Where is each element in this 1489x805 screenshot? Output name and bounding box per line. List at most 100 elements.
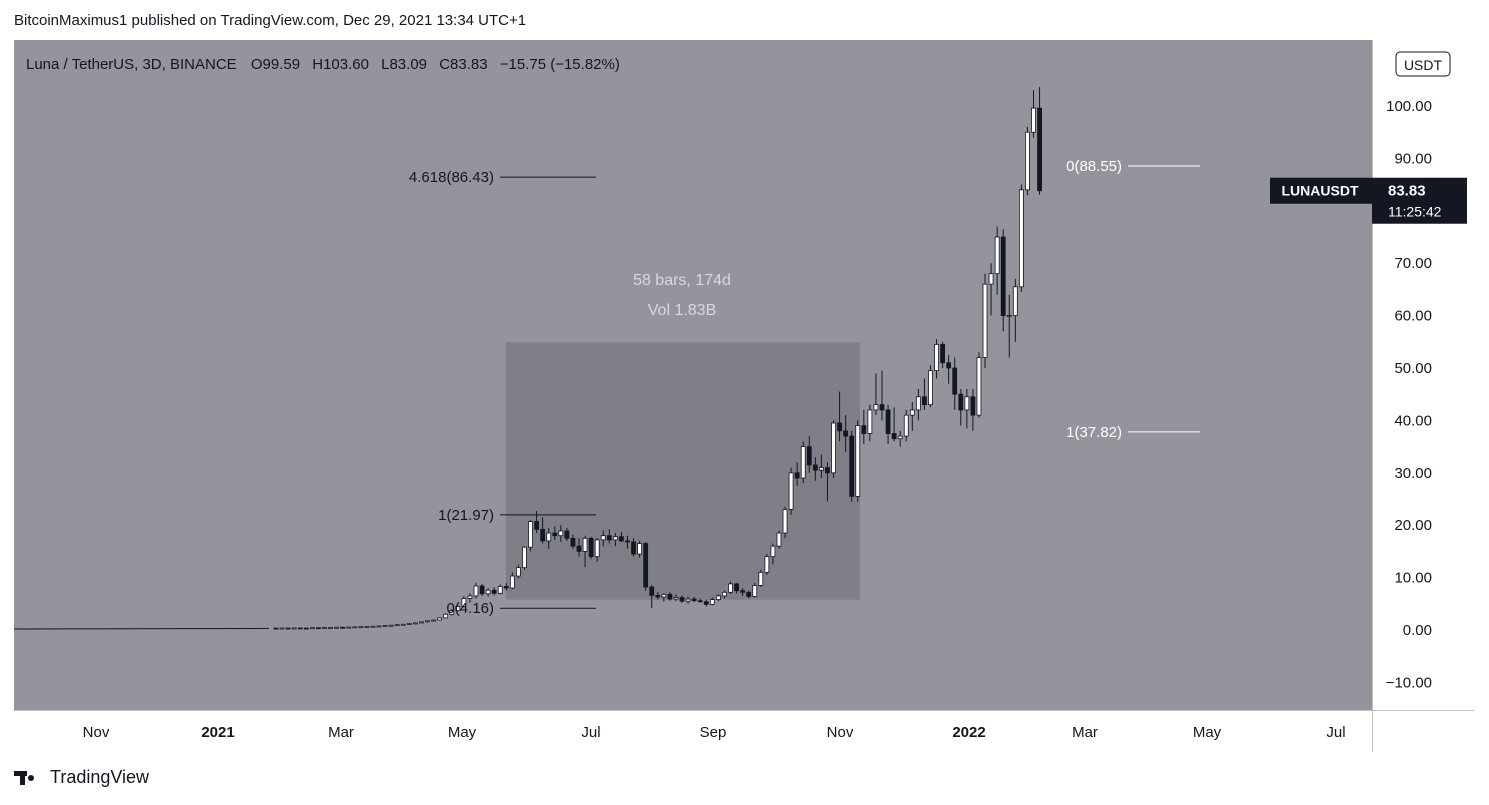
currency-button-frame[interactable] (1395, 51, 1451, 77)
price-axis-background[interactable] (1372, 40, 1474, 710)
candle-body-up (364, 626, 370, 628)
candle (691, 596, 697, 603)
candle-body-down (540, 528, 546, 542)
candle (558, 525, 564, 542)
candle-body-down (340, 626, 346, 629)
candle-body-down (570, 537, 576, 547)
candle-body-up (934, 344, 939, 372)
candle-body-up (685, 598, 691, 602)
candle-body-up (770, 545, 776, 558)
currency-button[interactable]: USDT (1395, 51, 1451, 77)
candle (376, 625, 382, 628)
price-tag-price: 83.83 (1388, 183, 1426, 200)
candle (1006, 294, 1012, 358)
time-tick-label: Jul (581, 724, 600, 741)
candle-body-down (970, 396, 976, 416)
candle-body-up (1031, 107, 1036, 133)
candle-body-up (661, 593, 667, 598)
time-axis-background[interactable] (14, 710, 1474, 752)
footer-brand-label: TradingView (50, 767, 150, 787)
candle-body-down (491, 589, 497, 594)
candle-body-up (819, 467, 824, 471)
candle (903, 409, 909, 442)
candle-body-up (758, 571, 764, 586)
candle (685, 596, 691, 604)
candle (425, 620, 430, 623)
candle (316, 627, 321, 630)
candle (673, 594, 679, 602)
candle (406, 623, 412, 625)
time-tick-label: Jul (1326, 724, 1345, 741)
candle (667, 592, 673, 601)
legend-open-value: 99.59 (263, 56, 301, 73)
candle (631, 538, 636, 557)
candle (825, 462, 830, 502)
fib-label: 4.618(86.43) (409, 169, 494, 186)
currency-button-label[interactable]: USDT (1404, 57, 1443, 73)
candle (528, 519, 533, 552)
candle-body-up (558, 530, 564, 537)
candlestick-chart[interactable]: 58 bars, 174d Vol 1.83B 4.618(86.43) 1(21… (14, 40, 1474, 752)
time-tick-label: Mar (1072, 724, 1098, 741)
candle-body-up (1006, 315, 1012, 318)
time-tick-label: Nov (827, 724, 854, 741)
measure-bars-label: 58 bars, 174d (633, 272, 731, 289)
candle (915, 388, 921, 421)
candle-body-up (752, 585, 758, 597)
price-tag-value-bg (1372, 177, 1467, 224)
price-tick-label: 0.00 (1403, 622, 1432, 639)
candle-body-down (946, 362, 952, 369)
candle (922, 378, 927, 410)
candle (619, 532, 624, 542)
candle (788, 467, 794, 515)
candle (334, 626, 340, 629)
candle-body-up (370, 625, 376, 628)
candle-body-down (740, 590, 746, 593)
price-tick-label: 90.00 (1394, 150, 1432, 167)
candle-body-down (879, 404, 885, 411)
time-tick-label: 2022 (952, 724, 985, 741)
candle (819, 454, 824, 479)
price-tag-symbol-bg (1270, 177, 1372, 204)
candles-layer (14, 87, 1042, 630)
price-tag-symbol: LUNAUSDT (1282, 183, 1359, 199)
candle-body-up (473, 585, 479, 597)
fib-level: 0(4.16) (446, 600, 596, 617)
candle-body-up (346, 626, 352, 629)
candle (982, 273, 988, 368)
candle-body-down (746, 591, 752, 597)
candle (764, 554, 770, 575)
candle-body-up (376, 625, 382, 628)
legend-close-value: 83.83 (450, 56, 488, 73)
candle-body-up (425, 620, 430, 623)
measure-volume-label: Vol 1.83B (648, 302, 717, 319)
measure-range-box[interactable] (506, 342, 860, 600)
publisher-caption: BitcoinMaximus1 published on TradingView… (14, 12, 527, 29)
time-tick-label: Mar (328, 724, 354, 741)
candle (443, 613, 449, 619)
time-tick-label: 2021 (201, 724, 234, 741)
candle (722, 590, 727, 599)
candle (728, 581, 733, 594)
candle (770, 543, 776, 565)
candle (309, 627, 315, 630)
candle-body-up (382, 625, 388, 627)
candle (412, 622, 418, 625)
fib-levels-layer: 4.618(86.43) 1(21.97) 0(4.16) 0(88.55) 1(37.… (409, 158, 1200, 617)
fib-label: 0(4.16) (446, 600, 494, 617)
candle-body-down (794, 472, 800, 479)
candle (382, 625, 388, 627)
price-tick-label: 40.00 (1394, 412, 1432, 429)
ohlc-legend: Luna / TetherUS, 3D, BINANCE O99.59 H103… (26, 56, 620, 73)
candle (964, 388, 970, 429)
candle-body-up (776, 532, 782, 547)
candle-body-down (734, 583, 739, 592)
candle (400, 623, 406, 626)
footer-brand[interactable]: TradingView (14, 767, 149, 788)
candle-body-down (861, 425, 867, 434)
candle (600, 530, 606, 547)
candle (328, 627, 333, 629)
candle (794, 462, 800, 486)
price-tick-label: 30.00 (1394, 465, 1432, 482)
candle (1025, 126, 1030, 196)
